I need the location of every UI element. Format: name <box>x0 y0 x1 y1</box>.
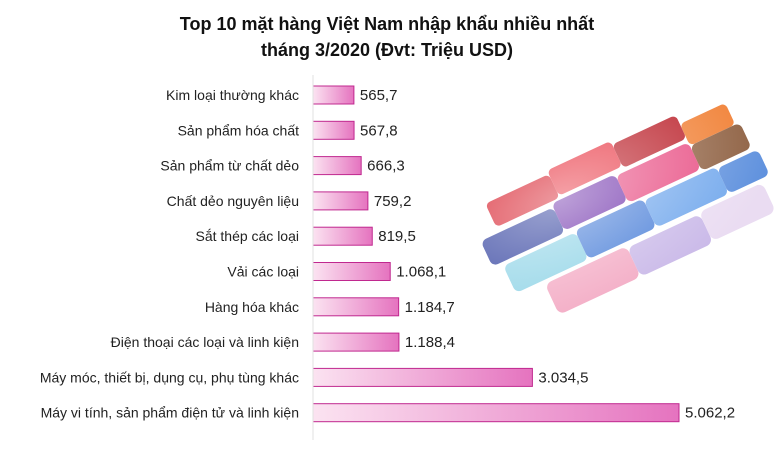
category-label: Vải các loại <box>227 264 299 280</box>
data-label: 666,3 <box>367 158 405 175</box>
category-label: Máy vi tính, sản phẩm điện tử và linh ki… <box>41 405 299 421</box>
category-label: Máy móc, thiết bị, dụng cụ, phụ tùng khá… <box>40 369 299 385</box>
data-label: 1.068,1 <box>396 264 446 281</box>
category-label: Sản phẩm hóa chất <box>178 122 300 138</box>
bar <box>312 120 355 140</box>
bar <box>312 191 369 211</box>
data-label: 819,5 <box>378 228 416 245</box>
category-labels: Kim loại thường khác Sản phẩm hóa chất Sản… <box>40 87 299 421</box>
bar <box>312 297 400 317</box>
data-label: 565,7 <box>360 87 398 104</box>
bar <box>312 403 680 423</box>
data-label: 1.184,7 <box>405 299 455 316</box>
category-label: Sản phẩm từ chất dẻo <box>160 158 299 174</box>
data-labels: 565,7 567,8 666,3 759,2 819,5 1.068,1 1.184,7 1… <box>360 87 735 422</box>
category-label: Điện thoại các loại và linh kiện <box>111 334 299 350</box>
category-label: Sắt thép các loại <box>195 228 299 244</box>
chart-title: Top 10 mặt hàng Việt Nam nhập khẩu nhiều… <box>179 14 595 34</box>
category-label: Hàng hóa khác <box>205 299 299 315</box>
chart-subtitle: tháng 3/2020 (Đvt: Triệu USD) <box>260 40 514 60</box>
bar <box>312 85 355 105</box>
data-label: 1.188,4 <box>405 334 455 351</box>
bar <box>312 367 533 387</box>
data-label: 3.034,5 <box>538 369 588 386</box>
category-label: Kim loại thường khác <box>166 87 299 103</box>
data-label: 759,2 <box>374 193 412 210</box>
bar <box>312 226 373 246</box>
thread-spools-image <box>458 67 774 340</box>
data-label: 5.062,2 <box>685 405 735 422</box>
data-label: 567,8 <box>360 122 398 139</box>
bar <box>312 262 391 281</box>
bar <box>312 156 362 176</box>
category-label: Chất dẻo nguyên liệu <box>167 193 299 209</box>
bar <box>312 332 400 352</box>
bars <box>312 85 680 423</box>
